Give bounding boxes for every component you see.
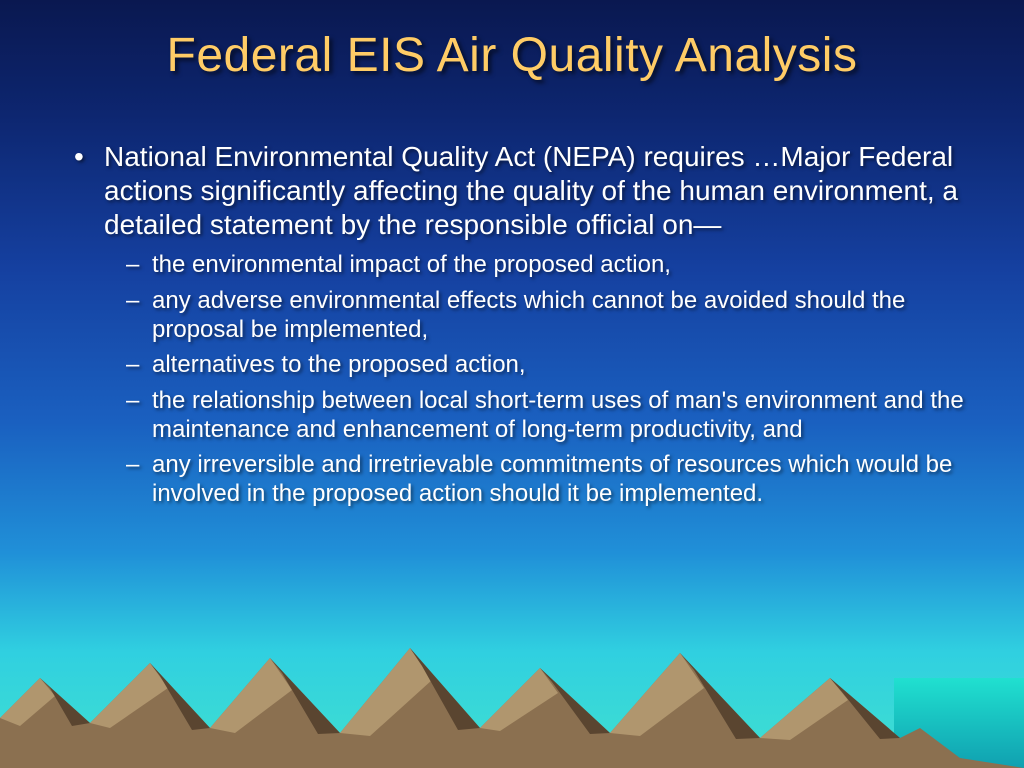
sub-bullet: the relationship between local short-ter… bbox=[122, 386, 974, 445]
water-graphic bbox=[894, 678, 1024, 768]
main-bullet: National Environmental Quality Act (NEPA… bbox=[70, 140, 974, 509]
slide: Federal EIS Air Quality Analysis Nationa… bbox=[0, 0, 1024, 768]
bullet-list-level2: the environmental impact of the proposed… bbox=[122, 250, 974, 508]
main-bullet-text: National Environmental Quality Act (NEPA… bbox=[104, 141, 958, 240]
mountain-graphic bbox=[0, 608, 1024, 768]
slide-body: National Environmental Quality Act (NEPA… bbox=[70, 140, 974, 515]
sub-bullet: any adverse environmental effects which … bbox=[122, 286, 974, 345]
bullet-list-level1: National Environmental Quality Act (NEPA… bbox=[70, 140, 974, 509]
sub-bullet: alternatives to the proposed action, bbox=[122, 350, 974, 379]
sub-bullet: any irreversible and irretrievable commi… bbox=[122, 450, 974, 509]
sub-bullet: the environmental impact of the proposed… bbox=[122, 250, 974, 279]
slide-title: Federal EIS Air Quality Analysis bbox=[0, 28, 1024, 83]
